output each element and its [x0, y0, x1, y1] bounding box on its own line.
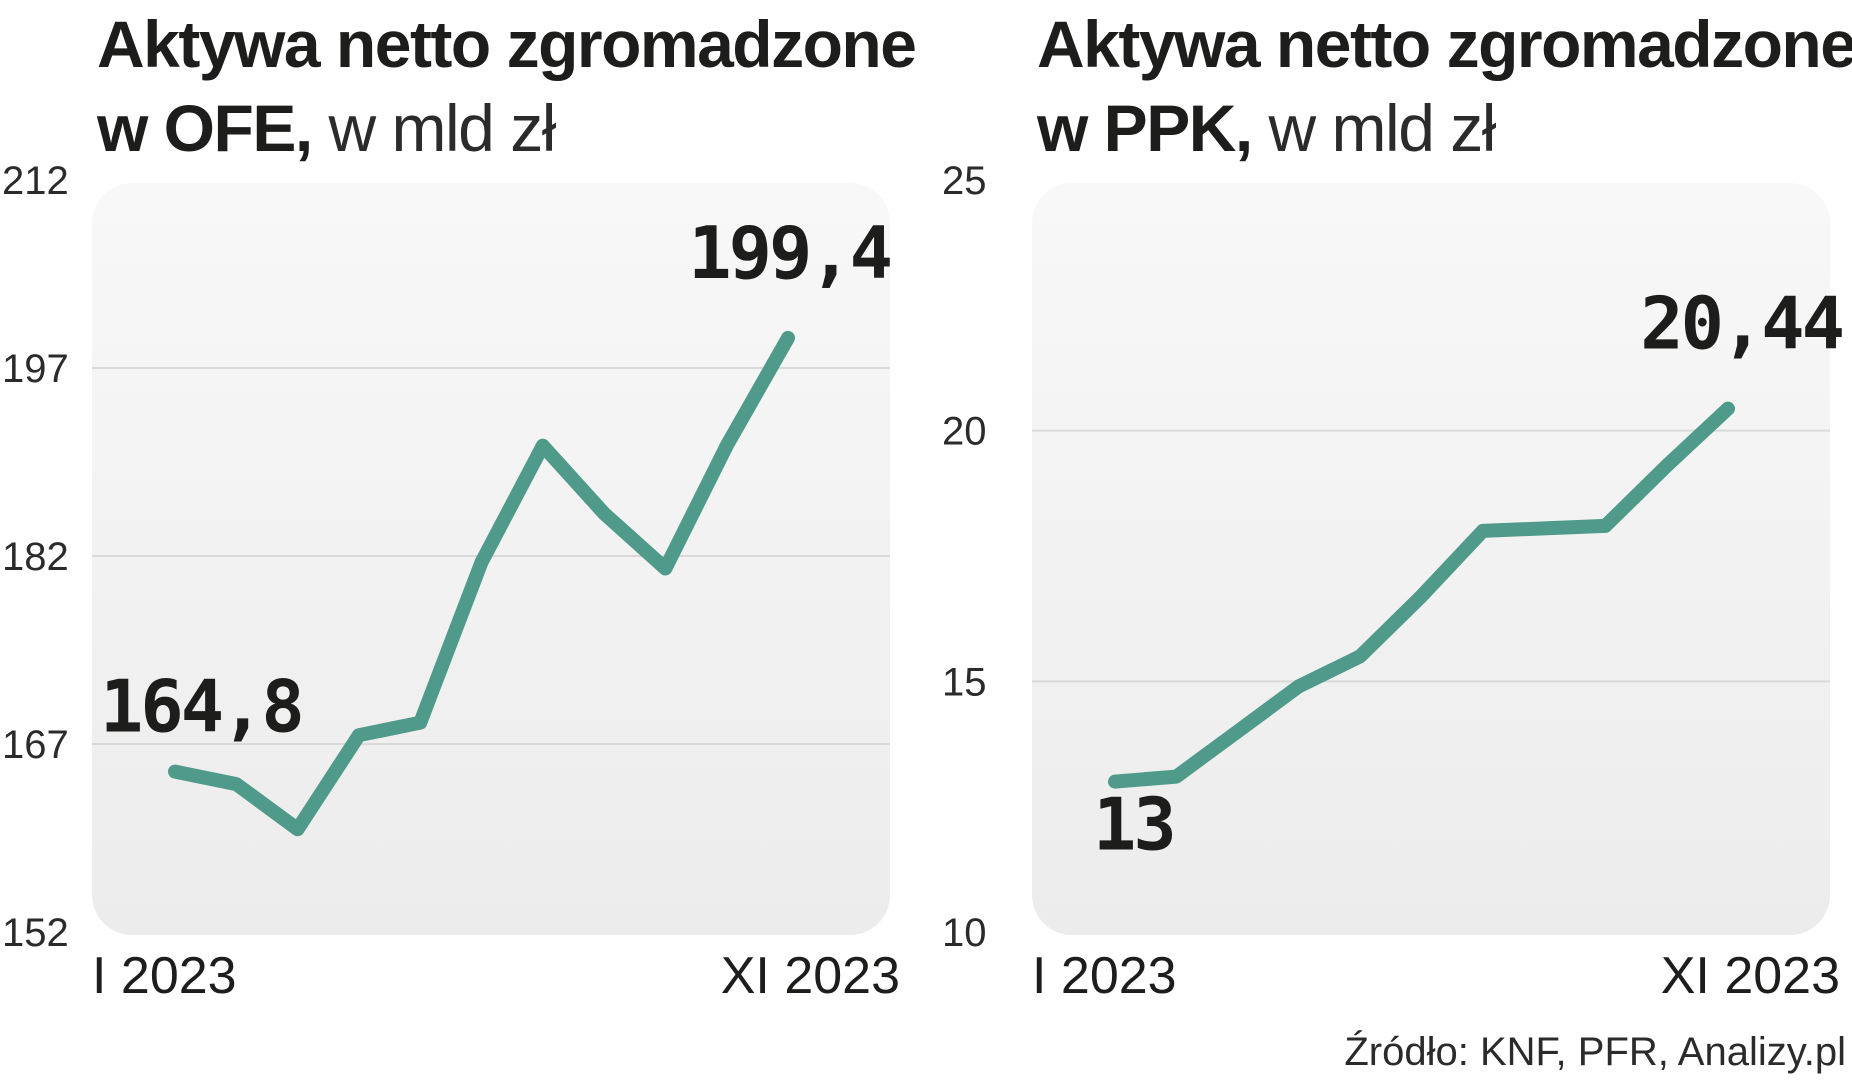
- data-point: [1296, 684, 1301, 689]
- data-label-last: 199,4: [688, 211, 890, 295]
- data-point: [663, 566, 668, 571]
- series-line: [168, 330, 795, 837]
- data-point: [1174, 774, 1179, 779]
- data-point: [173, 769, 177, 774]
- chart-panel-ofe: Aktywa netto zgromadzone w OFE, w mld zł…: [0, 0, 940, 1005]
- data-point: [540, 443, 545, 448]
- y-tick-label: 10: [942, 911, 987, 955]
- y-tick-label: 182: [2, 535, 69, 579]
- line-chart-ofe: 212 197 182 167 152 164,8 199,4: [2, 159, 894, 955]
- title-line-1: Aktywa netto zgromadzone: [1037, 7, 1852, 81]
- data-point: [1113, 779, 1117, 784]
- data-label-first: 13: [1093, 783, 1174, 867]
- title-unit: w mld zł: [311, 91, 557, 165]
- source-note: Źródło: KNF, PFR, Analizy.pl: [1344, 1030, 1846, 1074]
- x-tick-first: I 2023: [92, 947, 237, 1005]
- y-tick-label: 212: [2, 159, 69, 203]
- data-label-last: 20,44: [1640, 282, 1842, 366]
- data-point: [356, 733, 361, 738]
- data-point: [418, 720, 423, 725]
- data-point: [295, 827, 300, 832]
- y-tick-label: 197: [2, 347, 69, 391]
- chart-panel-ppk: Aktywa netto zgromadzone w PPK, w mld zł…: [940, 0, 1852, 1005]
- data-point: [1726, 406, 1730, 411]
- data-point: [1419, 594, 1424, 599]
- data-point: [234, 782, 239, 787]
- plot-area: [1032, 183, 1830, 935]
- data-point: [479, 560, 484, 565]
- data-point: [1235, 729, 1240, 734]
- x-tick-first: I 2023: [1032, 947, 1177, 1005]
- x-tick-last: XI 2023: [1660, 947, 1840, 1005]
- data-point: [1480, 528, 1485, 533]
- data-point: [1358, 654, 1363, 659]
- data-point: [724, 443, 729, 448]
- y-tick-label: 20: [942, 410, 987, 454]
- title-unit: w mld zł: [1251, 91, 1497, 165]
- chart-title: Aktywa netto zgromadzone w PPK, w mld zł: [1037, 2, 1852, 170]
- data-label-first: 164,8: [100, 665, 302, 749]
- y-tick-label: 152: [2, 911, 69, 955]
- y-tick-label: 25: [942, 159, 987, 203]
- data-point: [1542, 526, 1547, 531]
- data-point: [786, 335, 790, 340]
- y-tick-label: 15: [942, 660, 987, 704]
- title-line-1: Aktywa netto zgromadzone: [97, 7, 917, 81]
- x-tick-last: XI 2023: [720, 947, 900, 1005]
- data-point: [602, 511, 607, 516]
- data-point: [1603, 523, 1608, 528]
- title-line-2-bold: w PPK,: [1037, 91, 1253, 165]
- data-point: [1664, 463, 1669, 468]
- line-chart-ppk: 25 20 15 10 13 20,44: [942, 159, 1846, 955]
- y-tick-label: 167: [2, 723, 69, 767]
- title-line-2-bold: w OFE,: [97, 91, 313, 165]
- chart-title: Aktywa netto zgromadzone w OFE, w mld zł: [97, 2, 917, 170]
